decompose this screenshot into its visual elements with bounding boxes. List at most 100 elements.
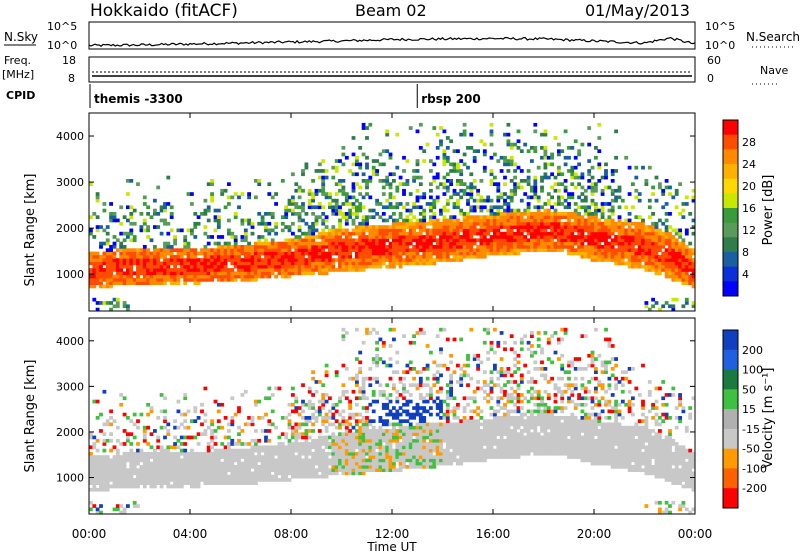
heatmap-cell [321, 254, 326, 259]
heatmap-cell [247, 461, 251, 466]
heatmap-cell [385, 225, 390, 229]
heatmap-cell [418, 435, 423, 440]
heatmap-cell [644, 268, 649, 272]
heatmap-cell [371, 228, 376, 233]
heatmap-cell [432, 126, 437, 130]
heatmap-cell [563, 185, 568, 190]
heatmap-cell [142, 429, 147, 433]
heatmap-cell [392, 251, 396, 256]
heatmap-cell [583, 251, 588, 256]
heatmap-cell [223, 468, 228, 472]
heatmap-cell [328, 258, 332, 262]
heatmap-cell [509, 155, 514, 160]
heatmap-cell [392, 248, 396, 252]
heatmap-cell [570, 241, 575, 246]
heatmap-cell [311, 412, 315, 417]
heatmap-cell [227, 274, 231, 279]
heatmap-cell [129, 478, 134, 482]
heatmap-cell [284, 208, 289, 213]
heatmap-cell [482, 218, 487, 223]
heatmap-cell [304, 455, 309, 459]
heatmap-cell [610, 245, 615, 249]
heatmap-cell [388, 185, 393, 190]
heatmap-cell [186, 465, 191, 469]
heatmap-cell [254, 474, 258, 479]
heatmap-cell [186, 241, 191, 246]
heatmap-cell [260, 468, 265, 472]
heatmap-cell [678, 251, 682, 256]
heatmap-cell [385, 438, 390, 443]
heatmap-cell [668, 304, 672, 309]
heatmap-cell [361, 438, 366, 443]
heatmap-cell [371, 389, 376, 394]
heatmap-cell [469, 195, 474, 200]
heatmap-cell [163, 254, 167, 259]
heatmap-cell [671, 245, 676, 249]
heatmap-cell [351, 221, 356, 226]
heatmap-cell [563, 179, 568, 183]
heatmap-cell [348, 231, 352, 236]
heatmap-cell [361, 389, 366, 394]
heatmap-cell [203, 264, 208, 269]
heatmap-cell [546, 155, 551, 160]
heatmap-cell [331, 455, 336, 459]
heatmap-cell [334, 435, 339, 440]
heatmap-cell [378, 179, 383, 183]
heatmap-cell [395, 429, 400, 433]
heatmap-cell [422, 448, 427, 453]
heatmap-cell [563, 155, 568, 160]
heatmap-cell [321, 235, 326, 239]
heatmap-cell [691, 301, 696, 305]
heatmap-cell [519, 225, 524, 229]
heatmap-cell [412, 461, 416, 466]
heatmap-cell [557, 218, 561, 223]
heatmap-cell [540, 179, 544, 183]
heatmap-cell [526, 231, 531, 236]
heatmap-cell [536, 235, 541, 239]
heatmap-cell [590, 212, 595, 216]
heatmap-cell [321, 474, 326, 479]
heatmap-cell [385, 402, 390, 407]
heatmap-cell [159, 455, 164, 459]
heatmap-cell [159, 268, 164, 272]
heatmap-cell [681, 268, 686, 272]
heatmap-cell [314, 442, 319, 446]
heatmap-cell [459, 159, 464, 163]
heatmap-cell [344, 442, 349, 446]
heatmap-cell [395, 218, 400, 223]
heatmap-cell [136, 251, 140, 256]
heatmap-cell [136, 264, 140, 269]
heatmap-cell [203, 451, 208, 456]
heatmap-cell [476, 254, 480, 259]
heatmap-cell [466, 218, 470, 223]
heatmap-cell [658, 228, 662, 233]
heatmap-cell [432, 175, 437, 180]
heatmap-cell [435, 155, 440, 160]
heatmap-cell [573, 202, 578, 206]
heatmap-cell [358, 396, 363, 401]
heatmap-cell [368, 195, 373, 200]
heatmap-cell [146, 442, 150, 446]
heatmap-cell [459, 251, 464, 256]
heatmap-cell [654, 238, 659, 243]
heatmap-cell [237, 465, 241, 469]
heatmap-cell [408, 432, 413, 436]
heatmap-cell [223, 474, 228, 479]
heatmap-cell [530, 221, 534, 226]
heatmap-cell [661, 304, 666, 309]
heatmap-cell [499, 192, 504, 196]
heatmap-cell [334, 442, 339, 446]
heatmap-cell [233, 271, 238, 276]
heatmap-cell [304, 438, 309, 443]
heatmap-cell [486, 218, 491, 223]
heatmap-cell [126, 474, 130, 479]
heatmap-cell [432, 218, 437, 223]
heatmap-cell [543, 235, 548, 239]
heatmap-cell [132, 412, 137, 417]
heatmap-cell [126, 278, 130, 282]
heatmap-cell [432, 179, 437, 183]
heatmap-cell [321, 179, 326, 183]
heatmap-cell [351, 461, 356, 466]
heatmap-cell [405, 389, 410, 394]
heatmap-cell [489, 132, 494, 137]
